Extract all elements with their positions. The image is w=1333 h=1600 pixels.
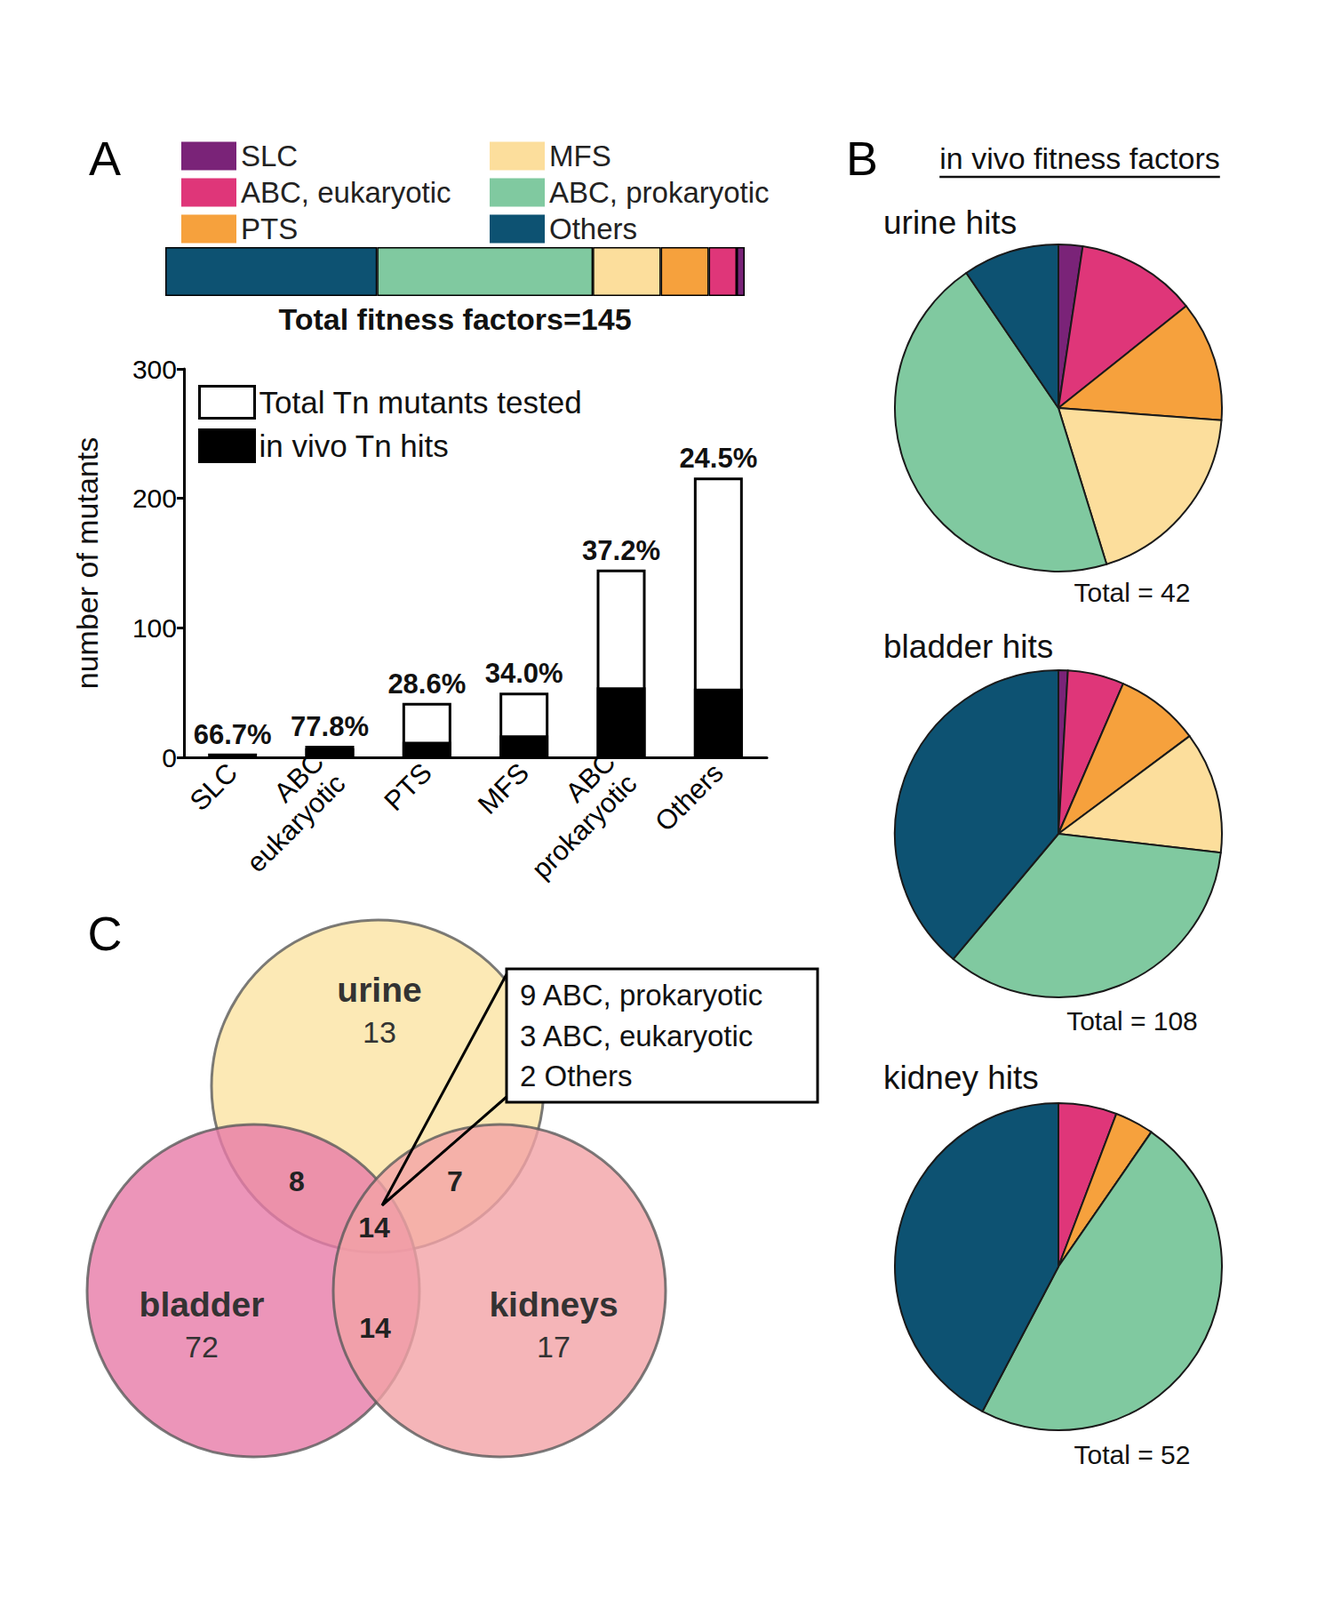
svg-text:300: 300 <box>132 354 177 384</box>
svg-text:28.6%: 28.6% <box>387 668 466 700</box>
svg-text:24.5%: 24.5% <box>678 442 758 474</box>
svg-text:17: 17 <box>536 1329 571 1364</box>
svg-text:ABC, eukaryotic: ABC, eukaryotic <box>240 175 452 209</box>
svg-text:MFS: MFS <box>549 139 612 173</box>
svg-text:PTS: PTS <box>377 757 438 817</box>
svg-text:37.2%: 37.2% <box>582 534 661 567</box>
svg-text:200: 200 <box>132 483 177 513</box>
svg-text:C: C <box>87 906 123 960</box>
svg-text:9 ABC, prokaryotic: 9 ABC, prokaryotic <box>519 978 763 1012</box>
svg-text:Others: Others <box>549 212 638 246</box>
svg-text:urine hits: urine hits <box>883 204 1017 241</box>
svg-text:2 Others: 2 Others <box>519 1059 633 1093</box>
svg-text:in vivo Tn hits: in vivo Tn hits <box>259 428 449 463</box>
svg-text:14: 14 <box>359 1311 392 1344</box>
svg-text:14: 14 <box>358 1211 391 1244</box>
svg-text:66.7%: 66.7% <box>193 718 272 751</box>
svg-text:7: 7 <box>446 1165 463 1198</box>
svg-text:number of mutants: number of mutants <box>70 437 104 689</box>
svg-text:Total fitness factors=145: Total fitness factors=145 <box>278 302 631 336</box>
svg-text:bladder: bladder <box>139 1285 265 1324</box>
svg-text:MFS: MFS <box>471 757 535 821</box>
svg-text:Total = 108: Total = 108 <box>1066 1005 1198 1036</box>
svg-text:kidneys: kidneys <box>488 1285 618 1324</box>
svg-text:urine: urine <box>336 970 422 1009</box>
svg-text:in vivo fitness factors: in vivo fitness factors <box>939 141 1221 176</box>
svg-text:prokaryotic: prokaryotic <box>525 767 643 886</box>
svg-text:Total Tn mutants tested: Total Tn mutants tested <box>259 384 583 420</box>
svg-text:77.8%: 77.8% <box>290 710 369 743</box>
svg-text:72: 72 <box>184 1329 219 1364</box>
svg-text:3 ABC, eukaryotic: 3 ABC, eukaryotic <box>519 1019 753 1053</box>
svg-text:34.0%: 34.0% <box>485 657 564 689</box>
svg-text:ABC, prokaryotic: ABC, prokaryotic <box>549 175 770 209</box>
svg-text:PTS: PTS <box>240 212 298 246</box>
svg-text:13: 13 <box>362 1014 397 1049</box>
svg-text:Total = 52: Total = 52 <box>1074 1439 1191 1469</box>
svg-text:bladder hits: bladder hits <box>883 628 1054 665</box>
svg-text:8: 8 <box>288 1165 305 1198</box>
svg-text:B: B <box>846 131 879 185</box>
svg-text:kidney hits: kidney hits <box>883 1059 1039 1096</box>
svg-text:SLC: SLC <box>183 757 244 817</box>
svg-text:eukaryotic: eukaryotic <box>240 767 352 879</box>
svg-text:Total = 42: Total = 42 <box>1074 577 1191 607</box>
svg-text:A: A <box>88 131 121 185</box>
svg-text:SLC: SLC <box>240 139 298 173</box>
svg-text:100: 100 <box>132 613 177 643</box>
svg-text:0: 0 <box>161 742 177 773</box>
svg-text:Others: Others <box>648 757 729 838</box>
